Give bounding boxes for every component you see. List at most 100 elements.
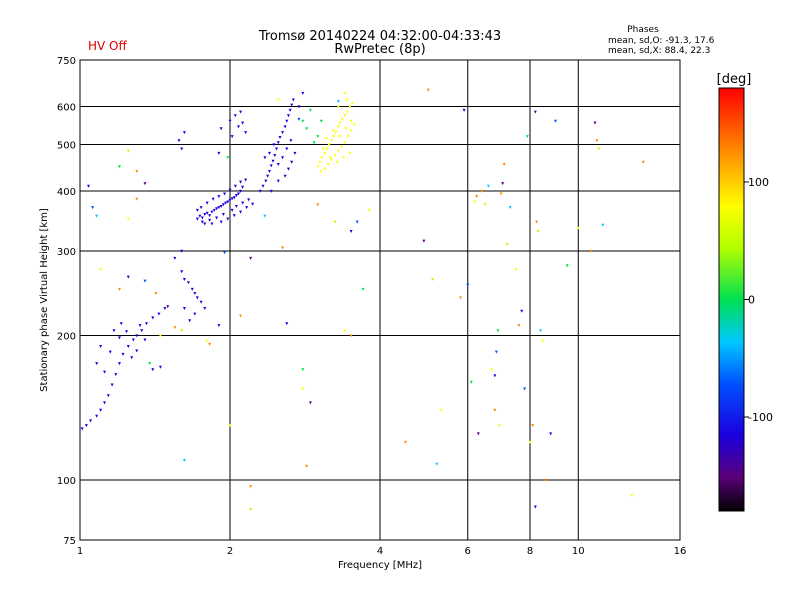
data-point — [367, 208, 371, 212]
x-tick-label: 6 — [465, 546, 471, 557]
data-point — [117, 287, 121, 291]
data-point — [576, 226, 580, 230]
data-point — [182, 458, 186, 462]
data-point — [344, 127, 348, 131]
data-point — [143, 279, 147, 283]
data-point — [180, 249, 184, 253]
data-point — [125, 330, 129, 334]
data-point — [126, 217, 130, 221]
data-point — [145, 322, 149, 326]
data-point — [232, 214, 236, 218]
data-point — [349, 119, 353, 123]
data-point — [228, 188, 232, 192]
data-point — [319, 169, 323, 173]
data-point — [186, 281, 190, 285]
data-point — [328, 156, 332, 160]
data-point — [345, 110, 349, 114]
data-point — [338, 121, 342, 125]
data-point — [236, 192, 240, 196]
data-point — [541, 339, 545, 343]
data-point — [343, 91, 347, 95]
data-point — [321, 147, 325, 151]
data-point — [126, 275, 130, 279]
data-point — [435, 462, 439, 466]
data-point — [263, 156, 267, 160]
data-point — [531, 424, 535, 428]
stats-x: mean, sd,X: 88.4, 22.3 — [608, 46, 710, 56]
data-point — [245, 206, 249, 210]
data-point — [249, 507, 253, 511]
data-point — [349, 229, 353, 233]
data-point — [110, 383, 114, 387]
data-point — [324, 137, 328, 141]
data-point — [269, 164, 273, 168]
data-point — [221, 203, 225, 207]
data-point — [323, 151, 327, 155]
data-point — [199, 300, 203, 304]
data-point — [138, 324, 142, 328]
data-point — [508, 206, 512, 210]
data-point — [205, 339, 209, 343]
data-point — [221, 212, 225, 216]
data-point — [151, 368, 155, 372]
data-point — [301, 387, 305, 391]
data-point — [601, 223, 605, 227]
data-point — [158, 365, 162, 369]
data-point — [151, 316, 155, 320]
data-point — [126, 345, 130, 349]
data-point — [158, 334, 162, 338]
data-point — [355, 220, 359, 224]
data-point — [333, 220, 337, 224]
data-point — [276, 98, 280, 102]
data-point — [135, 197, 139, 201]
data-point — [505, 242, 509, 246]
data-point — [203, 307, 207, 311]
data-point — [493, 374, 497, 378]
data-point — [264, 179, 268, 183]
y-tick-label: 300 — [57, 247, 76, 258]
data-point — [244, 178, 248, 182]
data-point — [490, 368, 494, 372]
data-point — [267, 151, 271, 155]
plot-frame — [79, 59, 681, 541]
data-point — [193, 312, 197, 316]
data-point — [333, 154, 337, 158]
data-point — [180, 270, 184, 274]
data-point — [336, 149, 340, 153]
data-point — [103, 370, 107, 374]
data-points — [80, 88, 645, 511]
data-point — [269, 189, 273, 193]
data-point — [215, 216, 219, 220]
y-ticks: 75 100 200 300 400 500 600 750 — [57, 56, 76, 547]
data-point — [293, 151, 297, 155]
data-point — [203, 212, 207, 216]
data-point — [316, 165, 320, 169]
chart-title: Tromsø 20140224 04:32:00-04:33:43 — [258, 29, 501, 44]
data-point — [234, 194, 238, 198]
x-tick-label: 2 — [227, 546, 233, 557]
data-point — [239, 110, 243, 114]
data-point — [283, 125, 287, 129]
data-point — [286, 114, 290, 118]
data-point — [301, 119, 305, 123]
data-point — [200, 220, 204, 224]
data-point — [95, 362, 99, 366]
data-point — [431, 278, 435, 282]
data-point — [475, 195, 479, 199]
data-point — [301, 368, 305, 372]
data-point — [439, 408, 443, 412]
data-point — [180, 329, 184, 333]
data-point — [193, 292, 197, 296]
data-point — [117, 362, 121, 366]
data-point — [528, 440, 532, 444]
data-point — [210, 210, 214, 214]
data-point — [84, 424, 88, 428]
data-point — [195, 296, 199, 300]
data-point — [483, 203, 487, 207]
data-point — [323, 167, 327, 171]
data-point — [338, 135, 342, 139]
colorbar-tick-label: -100 — [748, 411, 773, 424]
data-point — [305, 464, 309, 468]
data-point — [233, 184, 237, 188]
data-point — [188, 319, 192, 323]
